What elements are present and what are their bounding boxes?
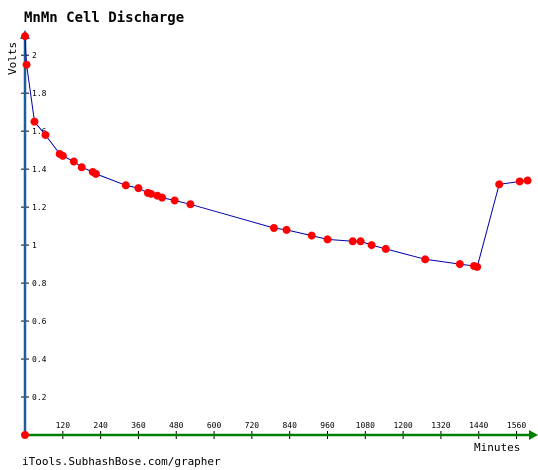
plot-layer [21, 32, 532, 439]
x-tick-label: 840 [282, 421, 297, 430]
y-tick-label: 1.4 [32, 165, 47, 174]
y-tick-label: 0.2 [32, 393, 47, 402]
data-point [22, 60, 31, 69]
y-tick-label: 0.8 [32, 279, 47, 288]
y-axis-label: Volts [6, 42, 19, 75]
data-point [91, 169, 100, 178]
data-point [307, 231, 316, 240]
x-axis-arrow [529, 430, 538, 440]
y-tick-label: 0.6 [32, 317, 47, 326]
y-tick-label: 1.2 [32, 203, 47, 212]
data-point [186, 200, 195, 209]
data-point [58, 151, 67, 160]
x-tick-label: 1200 [393, 421, 412, 430]
chart-title: MnMn Cell Discharge [24, 10, 184, 26]
data-point [495, 180, 504, 189]
data-point [121, 181, 130, 190]
y-tick-label: 0.4 [32, 355, 47, 364]
x-tick-label: 480 [169, 421, 184, 430]
data-point [77, 163, 86, 172]
axes-layer [20, 30, 538, 440]
x-axis-label: Minutes [474, 441, 520, 454]
data-point [421, 255, 430, 264]
x-tick-label: 600 [207, 421, 222, 430]
data-point [356, 237, 365, 246]
x-tick-label: 1440 [469, 421, 488, 430]
tick-layer: 120 240 360 480 600 720 840 960 1080 1200 1320 1440… [21, 51, 526, 439]
origin-point [21, 431, 29, 439]
data-point [473, 262, 482, 271]
data-point [523, 176, 532, 185]
y-tick-label: 2 [32, 51, 37, 60]
data-point [367, 241, 376, 250]
data-point [21, 32, 29, 41]
x-tick-label: 1080 [356, 421, 375, 430]
x-tick-label: 960 [320, 421, 335, 430]
data-point [147, 189, 156, 198]
data-point [134, 184, 143, 193]
data-point [30, 117, 39, 126]
x-tick-label: 720 [245, 421, 260, 430]
data-point [158, 193, 167, 202]
x-tick-label: 120 [56, 421, 71, 430]
data-point [455, 260, 464, 269]
data-point [69, 157, 78, 166]
y-tick-label: 1.6 [32, 127, 47, 136]
y-tick-label: 1 [32, 241, 37, 250]
data-point [41, 130, 50, 139]
data-point [170, 196, 179, 205]
data-point [323, 235, 332, 244]
y-tick-label: 1.8 [32, 89, 47, 98]
data-point [381, 244, 390, 253]
x-tick-label: 1560 [507, 421, 526, 430]
series-line [24, 36, 528, 268]
x-tick-label: 1320 [431, 421, 450, 430]
data-point [515, 177, 524, 186]
data-point [282, 225, 291, 234]
x-tick-label: 360 [131, 421, 146, 430]
x-tick-label: 240 [93, 421, 108, 430]
data-point [269, 224, 278, 233]
data-point [348, 237, 357, 246]
credit-text: iTools.SubhashBose.com/grapher [22, 455, 221, 468]
